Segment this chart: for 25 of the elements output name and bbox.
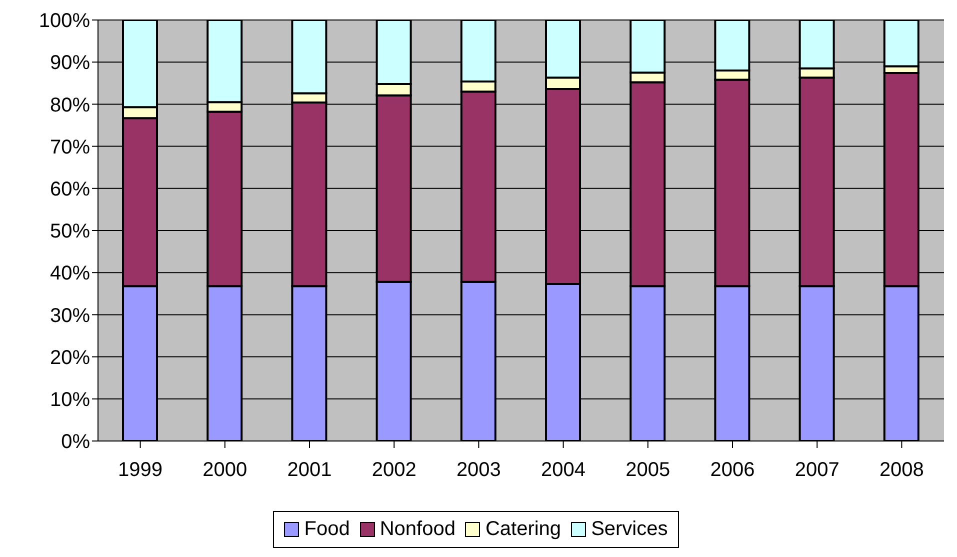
legend-label: Food — [304, 518, 350, 541]
x-tick-label: 2008 — [879, 459, 924, 482]
x-tick-label: 2000 — [202, 459, 248, 482]
x-tick-label: 2005 — [626, 459, 670, 482]
y-tick-label: 90% — [50, 52, 90, 74]
legend-label: Nonfood — [380, 518, 456, 541]
legend-label: Services — [591, 518, 668, 541]
x-tick-label: 2004 — [541, 459, 586, 482]
y-tick-label: 40% — [50, 262, 90, 285]
y-tick-label: 80% — [50, 94, 90, 116]
y-tick-label: 10% — [50, 389, 90, 411]
y-tick-label: 0% — [61, 431, 90, 454]
x-tick-label: 2003 — [456, 459, 501, 482]
x-tick-label: 2001 — [287, 459, 332, 482]
y-tick-label: 60% — [50, 178, 90, 200]
y-tick-label: 50% — [50, 220, 90, 243]
y-tick-label: 100% — [38, 10, 90, 32]
x-tick-label: 2007 — [794, 459, 840, 482]
y-tick-label: 20% — [50, 346, 90, 369]
x-tick-label: 1999 — [118, 459, 163, 482]
y-tick-label: 30% — [50, 304, 90, 327]
legend-label: Catering — [485, 518, 562, 541]
x-tick-label: 2002 — [372, 459, 416, 482]
y-tick-label: 70% — [50, 136, 90, 158]
x-tick-label: 2006 — [710, 459, 755, 482]
